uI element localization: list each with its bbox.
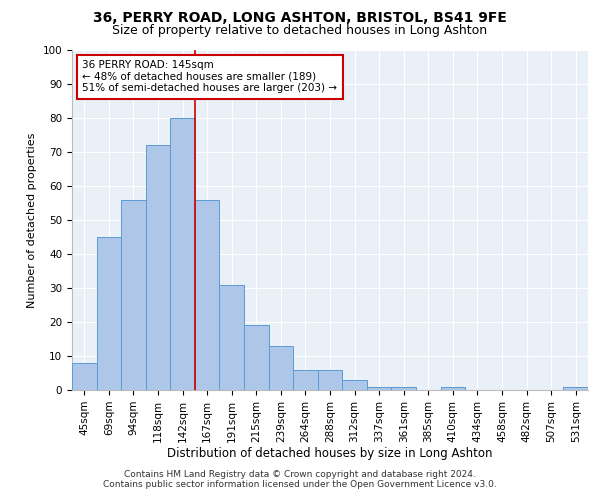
Bar <box>563 386 588 390</box>
Bar <box>440 386 465 390</box>
Bar <box>342 380 367 390</box>
Y-axis label: Number of detached properties: Number of detached properties <box>27 132 37 308</box>
Bar <box>318 370 342 390</box>
Bar <box>97 237 121 390</box>
Text: 36 PERRY ROAD: 145sqm
← 48% of detached houses are smaller (189)
51% of semi-det: 36 PERRY ROAD: 145sqm ← 48% of detached … <box>82 60 337 94</box>
Bar <box>195 200 220 390</box>
Bar <box>170 118 195 390</box>
Text: Contains HM Land Registry data © Crown copyright and database right 2024.
Contai: Contains HM Land Registry data © Crown c… <box>103 470 497 489</box>
Text: Size of property relative to detached houses in Long Ashton: Size of property relative to detached ho… <box>112 24 488 37</box>
Bar <box>391 386 416 390</box>
Bar <box>367 386 391 390</box>
Bar <box>146 145 170 390</box>
X-axis label: Distribution of detached houses by size in Long Ashton: Distribution of detached houses by size … <box>167 448 493 460</box>
Bar <box>220 284 244 390</box>
Bar <box>269 346 293 390</box>
Text: 36, PERRY ROAD, LONG ASHTON, BRISTOL, BS41 9FE: 36, PERRY ROAD, LONG ASHTON, BRISTOL, BS… <box>93 11 507 25</box>
Bar <box>72 363 97 390</box>
Bar <box>293 370 318 390</box>
Bar <box>244 326 269 390</box>
Bar <box>121 200 146 390</box>
